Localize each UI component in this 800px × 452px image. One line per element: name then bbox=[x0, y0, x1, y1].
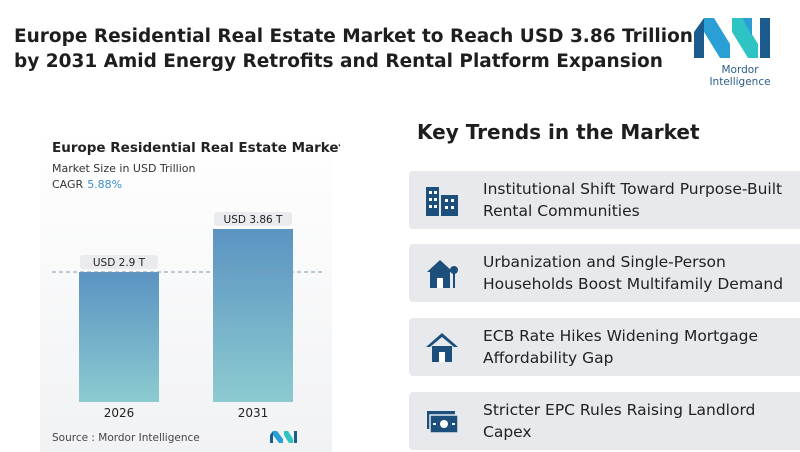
bar bbox=[79, 272, 159, 402]
page-title: Europe Residential Real Estate Market to… bbox=[14, 26, 693, 72]
logo-shape bbox=[294, 431, 297, 443]
trend-text: ECB Rate Hikes Widening Mortgage Afforda… bbox=[483, 327, 758, 367]
value-label: USD 3.86 T bbox=[224, 214, 283, 226]
trends-title: Key Trends in the Market bbox=[417, 120, 700, 144]
x-tick-label: 2026 bbox=[104, 406, 135, 420]
trend-text: Stricter EPC Rules Raising Landlord Cape… bbox=[483, 401, 756, 441]
source-logo bbox=[270, 431, 297, 443]
trend-card: Institutional Shift Toward Purpose-Built… bbox=[409, 171, 800, 229]
chart: Europe Residential Real Estate Market Mar… bbox=[40, 130, 340, 452]
trend-card: ECB Rate Hikes Widening Mortgage Afforda… bbox=[409, 318, 800, 376]
source: Source : Mordor Intelligence bbox=[52, 432, 200, 444]
trend-card: Urbanization and Single-Person Household… bbox=[409, 244, 800, 302]
value-label-box bbox=[214, 212, 292, 226]
chart-subtitle: Market Size in USD Trillion bbox=[52, 162, 195, 175]
logo-shape bbox=[270, 431, 273, 443]
logo-shape bbox=[273, 431, 283, 443]
trend-icon bbox=[426, 187, 458, 216]
trend-text: Institutional Shift Toward Purpose-Built… bbox=[483, 180, 783, 220]
trend-icon bbox=[426, 333, 458, 362]
value-label: USD 2.9 T bbox=[93, 257, 146, 269]
logo-text: Mordor Intelligence bbox=[709, 64, 771, 88]
cagr-label: CAGR bbox=[52, 178, 84, 191]
trend-card: Stricter EPC Rules Raising Landlord Cape… bbox=[409, 392, 800, 450]
logo: Mordor Intelligence bbox=[690, 18, 790, 88]
trend-text: Urbanization and Single-Person Household… bbox=[483, 253, 784, 293]
value-label-box bbox=[80, 255, 158, 270]
cagr: CAGR 5.88% bbox=[52, 178, 122, 191]
x-tick-label: 2031 bbox=[238, 406, 269, 420]
trend-icon bbox=[427, 411, 459, 434]
bar bbox=[213, 229, 293, 402]
cagr-value: 5.88% bbox=[87, 178, 122, 191]
logo-icon bbox=[694, 18, 770, 58]
chart-title: Europe Residential Real Estate Market bbox=[52, 140, 340, 156]
logo-shape bbox=[284, 431, 293, 443]
trend-icon bbox=[427, 260, 458, 288]
